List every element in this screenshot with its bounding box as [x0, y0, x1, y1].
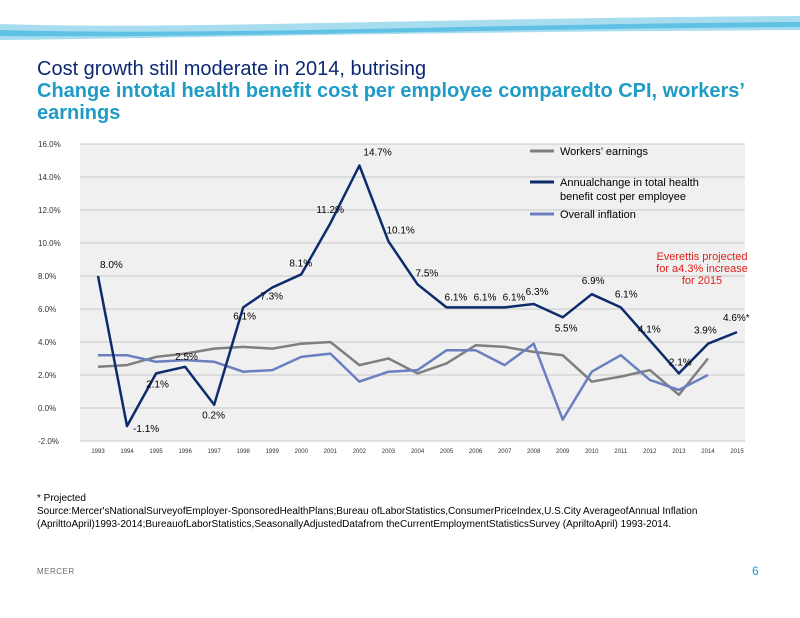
- x-tick-label: 1997: [208, 449, 222, 455]
- data-label: 6.1%: [615, 289, 638, 300]
- x-tick-label: 1999: [266, 449, 280, 455]
- header-wave-decoration: [0, 16, 800, 40]
- data-label: -1.1%: [133, 424, 159, 435]
- data-label: 4.1%: [638, 324, 661, 335]
- slide-title: Cost growth still moderate in 2014, butr…: [37, 58, 427, 80]
- y-tick-label: 12.0%: [38, 206, 61, 215]
- x-tick-label: 2013: [672, 449, 686, 455]
- legend-label-inflation: Overall inflation: [560, 209, 636, 221]
- page-number: 6: [752, 564, 759, 578]
- y-tick-label: 8.0%: [38, 272, 56, 281]
- x-tick-label: 2002: [353, 449, 367, 455]
- data-label: 6.1%: [445, 292, 468, 303]
- chart-notes: * Projected Source:Mercer'sNationalSurve…: [37, 492, 757, 531]
- y-tick-label: 14.0%: [38, 173, 61, 182]
- x-tick-label: 2000: [295, 449, 309, 455]
- x-tick-label: 1993: [91, 449, 105, 455]
- data-label: 10.1%: [386, 225, 414, 236]
- y-tick-label: 10.0%: [38, 239, 61, 248]
- wave-mid: [0, 22, 800, 37]
- footnote-projected: * Projected: [37, 493, 86, 504]
- x-tick-label: 2004: [411, 449, 425, 455]
- x-tick-label: 2012: [643, 449, 657, 455]
- x-tick-label: 2005: [440, 449, 454, 455]
- series-line-0: [97, 340, 709, 397]
- x-tick-label: 2008: [527, 449, 541, 455]
- data-label: 8.1%: [289, 258, 312, 269]
- data-label: 6.9%: [582, 276, 605, 287]
- x-tick-label: 2003: [382, 449, 396, 455]
- x-tick-label: 2015: [730, 449, 744, 455]
- x-tick-label: 2001: [324, 449, 338, 455]
- data-label: 14.7%: [363, 147, 391, 158]
- data-label: 2.1%: [146, 379, 169, 390]
- data-label: 3.9%: [694, 326, 717, 337]
- y-tick-label: 2.0%: [38, 371, 56, 380]
- y-tick-label: 16.0%: [38, 140, 61, 149]
- x-tick-label: 2014: [701, 449, 715, 455]
- x-tick-label: 1995: [149, 449, 163, 455]
- plot-area: [80, 144, 745, 441]
- slide-subtitle: Change intotal health benefit cost per e…: [37, 80, 744, 124]
- data-label: 7.5%: [416, 268, 439, 279]
- legend-label-health-cost: Annualchange in total health benefit cost…: [560, 177, 699, 203]
- data-label: 2.5%: [175, 352, 198, 363]
- y-tick-label: -2.0%: [38, 437, 59, 446]
- x-tick-label: 2011: [614, 449, 628, 455]
- data-label: 11.2%: [316, 205, 344, 216]
- projection-annotation-line: for 2015: [682, 275, 722, 287]
- series-line-2: [98, 342, 709, 421]
- data-label: 5.5%: [555, 323, 578, 334]
- y-tick-label: 0.0%: [38, 404, 56, 413]
- data-label: 6.3%: [526, 287, 549, 298]
- x-tick-label: 1994: [120, 449, 134, 455]
- brand-label: MERCER: [37, 567, 75, 576]
- projection-annotation-line: Everettis projected: [656, 251, 747, 263]
- x-tick-label: 2010: [585, 449, 599, 455]
- x-tick-label: 2007: [498, 449, 512, 455]
- data-label: 0.2%: [202, 411, 225, 422]
- data-label: 6.1%: [503, 292, 526, 303]
- legend-label-earnings: Workers’ earnings: [560, 146, 649, 158]
- source-note: Source:Mercer'sNationalSurveyofEmployer-…: [37, 506, 698, 530]
- data-label: 6.1%: [233, 311, 256, 322]
- y-tick-label: 6.0%: [38, 305, 56, 314]
- data-label: 2.1%: [669, 357, 692, 368]
- series-line-1: [96, 164, 738, 428]
- data-label: 8.0%: [100, 260, 123, 271]
- projection-annotation-line: for a4.3% increase: [656, 263, 748, 275]
- line-chart: -2.0% 0.0% 2.0% 4.0% 6.0% 8.0% 10.0% 12.0% 14.0%…: [38, 140, 750, 455]
- x-tick-label: 1996: [178, 449, 192, 455]
- x-tick-label: 2006: [469, 449, 483, 455]
- x-tick-label: 1998: [237, 449, 251, 455]
- x-tick-label: 2009: [556, 449, 570, 455]
- y-tick-label: 4.0%: [38, 338, 56, 347]
- data-label: 4.6%*: [723, 313, 750, 324]
- data-label: 6.1%: [474, 292, 497, 303]
- data-label: 7.3%: [260, 292, 283, 303]
